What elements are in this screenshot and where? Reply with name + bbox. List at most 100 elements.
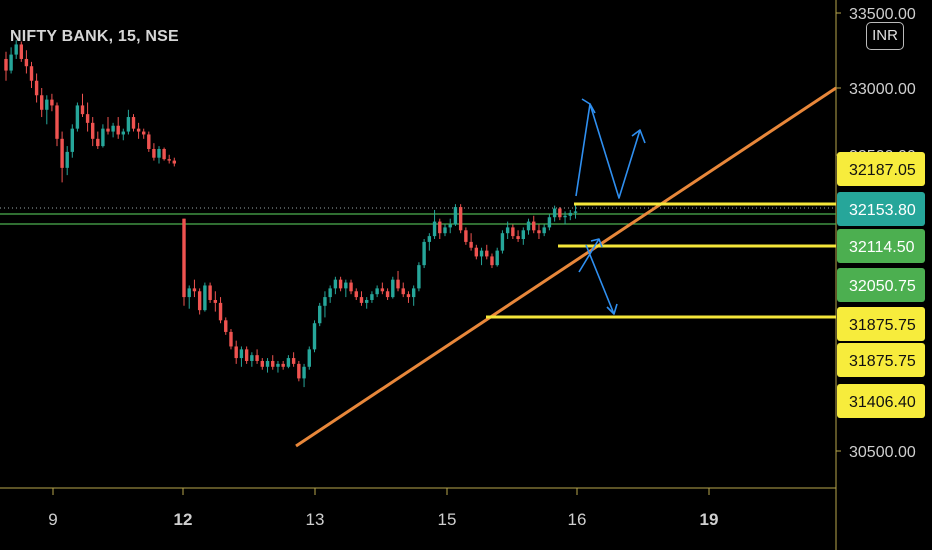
candle-body bbox=[50, 99, 54, 106]
candle-body bbox=[162, 148, 166, 160]
candle-body bbox=[532, 221, 536, 231]
candle-body bbox=[234, 346, 238, 359]
price-tag-label: 32187.05 bbox=[849, 162, 916, 179]
candle-body bbox=[14, 44, 18, 55]
candle-body bbox=[537, 230, 541, 234]
candle-body bbox=[323, 297, 327, 306]
price-tag-label: 31406.40 bbox=[849, 394, 916, 411]
x-axis-label: 19 bbox=[700, 510, 719, 529]
candle-body bbox=[182, 218, 186, 298]
candle-body bbox=[91, 122, 95, 139]
candle-body bbox=[443, 227, 447, 234]
candle-body bbox=[157, 148, 161, 158]
candle-body bbox=[291, 358, 296, 364]
candle-body bbox=[573, 211, 578, 213]
candle-body bbox=[271, 360, 275, 367]
candle-body bbox=[213, 299, 218, 303]
price-tag-label: 32153.80 bbox=[849, 202, 916, 219]
candle-body bbox=[29, 66, 34, 81]
candle-body bbox=[19, 44, 23, 59]
candle-body bbox=[34, 80, 39, 96]
candle-body bbox=[24, 58, 29, 67]
y-axis-label: 33000.00 bbox=[849, 81, 916, 98]
x-axis-label: 16 bbox=[568, 510, 587, 529]
candle-body bbox=[547, 217, 552, 228]
candle-body bbox=[116, 125, 120, 135]
candle-body bbox=[60, 138, 64, 168]
candle-body bbox=[281, 363, 285, 367]
candle-body bbox=[136, 128, 141, 132]
price-tag-green bbox=[837, 268, 925, 302]
arrow-head-3 bbox=[590, 238, 603, 248]
price-tag-yellow bbox=[837, 152, 925, 186]
candle-body bbox=[563, 215, 567, 218]
candle-body bbox=[396, 279, 400, 289]
candle-body bbox=[260, 360, 264, 367]
projection-arrow-short bbox=[578, 238, 600, 273]
candle-body bbox=[111, 125, 115, 132]
candle-body bbox=[131, 117, 136, 129]
candle-body bbox=[365, 299, 369, 303]
candle-body bbox=[239, 349, 244, 359]
candle-body bbox=[438, 221, 442, 234]
candle-body bbox=[302, 366, 306, 379]
candle-body bbox=[500, 233, 505, 251]
candle-body bbox=[197, 291, 202, 311]
candle-body bbox=[85, 114, 90, 123]
candle-body bbox=[391, 279, 395, 298]
price-tag-yellow bbox=[837, 384, 925, 418]
x-axis-label: 12 bbox=[174, 510, 193, 529]
candle-body bbox=[354, 291, 358, 298]
price-tag-teal bbox=[837, 192, 925, 226]
candle-body bbox=[276, 363, 280, 367]
candle-body bbox=[55, 105, 59, 139]
candle-body bbox=[495, 250, 499, 266]
x-axis-label: 13 bbox=[306, 510, 325, 529]
price-tag-green bbox=[837, 229, 925, 263]
symbol-title: NIFTY BANK, 15, NSE bbox=[10, 28, 179, 45]
candle-body bbox=[485, 250, 489, 257]
candle-body bbox=[9, 54, 13, 71]
candle-body bbox=[406, 294, 411, 298]
candle-body bbox=[45, 99, 49, 110]
candle-body bbox=[80, 105, 85, 115]
candle-body bbox=[203, 285, 207, 311]
candle-body bbox=[208, 285, 212, 300]
price-tag-yellow bbox=[837, 307, 925, 341]
candle-body bbox=[411, 288, 416, 298]
candle-body bbox=[375, 288, 379, 295]
candle-body bbox=[349, 282, 353, 292]
candle-body bbox=[505, 227, 510, 234]
candle-body bbox=[422, 241, 426, 266]
candle-body bbox=[370, 294, 374, 300]
candle-body bbox=[250, 355, 254, 361]
candle-body bbox=[344, 282, 348, 289]
candle-body bbox=[147, 134, 151, 149]
candle-body bbox=[224, 320, 228, 332]
candle-body bbox=[255, 355, 259, 361]
candle-body bbox=[172, 160, 176, 164]
candle-body bbox=[4, 58, 8, 71]
arrow-head-4 bbox=[606, 303, 618, 315]
trendline-support bbox=[295, 86, 837, 448]
candle-body bbox=[558, 208, 562, 218]
candle-body bbox=[244, 349, 249, 361]
candle-body bbox=[229, 331, 233, 347]
candle-body bbox=[218, 302, 223, 321]
candle-body bbox=[432, 221, 437, 237]
candle-body bbox=[101, 128, 105, 147]
candle-body bbox=[385, 291, 390, 298]
candle-body bbox=[469, 241, 473, 248]
currency-button[interactable]: INR bbox=[866, 22, 904, 50]
candle-body bbox=[479, 250, 484, 257]
candle-body bbox=[152, 148, 156, 158]
arrow-head-1 bbox=[581, 98, 596, 114]
candle-body bbox=[490, 256, 494, 266]
candle-body bbox=[126, 117, 131, 132]
candle-body bbox=[427, 236, 432, 242]
candle-body bbox=[187, 288, 191, 298]
candle-body bbox=[75, 105, 80, 129]
candle-body bbox=[286, 358, 291, 367]
candle-body bbox=[70, 128, 74, 152]
